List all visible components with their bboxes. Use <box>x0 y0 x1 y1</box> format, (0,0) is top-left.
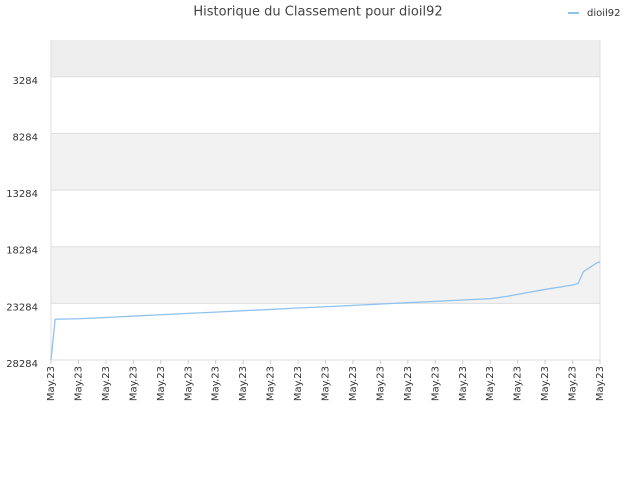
x-tick-label: May.23 <box>293 366 304 401</box>
x-tick-label: May.23 <box>183 366 194 401</box>
band <box>51 246 600 304</box>
band <box>51 133 600 191</box>
y-tick-label: 28284 <box>6 359 38 370</box>
y-tick-label: 3284 <box>13 76 38 87</box>
series-line <box>50 261 601 361</box>
plot-background <box>51 40 600 360</box>
x-tick-label: May.23 <box>266 366 277 401</box>
y-tick-label: 23284 <box>6 302 38 313</box>
x-tick-label: May.23 <box>101 366 112 401</box>
chart-title: Historique du Classement pour dioil92 <box>193 5 442 20</box>
x-tick-label: May.23 <box>375 366 386 401</box>
x-tick-label: May.23 <box>513 366 524 401</box>
legend-label: dioil92 <box>587 8 621 19</box>
band <box>51 76 600 134</box>
band <box>51 303 600 360</box>
x-tick-label: May.23 <box>485 366 496 401</box>
x-tick-label: May.23 <box>73 366 84 401</box>
x-tick-label: May.23 <box>595 366 606 401</box>
x-tick-label: May.23 <box>348 366 359 401</box>
x-tick-label: May.23 <box>430 366 441 401</box>
x-tick-label: May.23 <box>211 366 222 401</box>
y-tick-label: 18284 <box>6 246 38 257</box>
x-tick-label: May.23 <box>46 366 57 401</box>
x-tick-label: May.23 <box>458 366 469 401</box>
x-tick-label: May.23 <box>156 366 167 401</box>
x-tick-label: May.23 <box>540 366 551 401</box>
x-tick-label: May.23 <box>403 366 414 401</box>
x-tick-label: May.23 <box>568 366 579 401</box>
band <box>51 190 600 247</box>
y-tick-label: 8284 <box>13 132 38 143</box>
x-tick-label: May.23 <box>128 366 139 401</box>
band <box>51 40 600 77</box>
x-tick-label: May.23 <box>238 366 249 401</box>
x-tick-label: May.23 <box>321 366 332 401</box>
y-tick-label: 13284 <box>6 189 38 200</box>
